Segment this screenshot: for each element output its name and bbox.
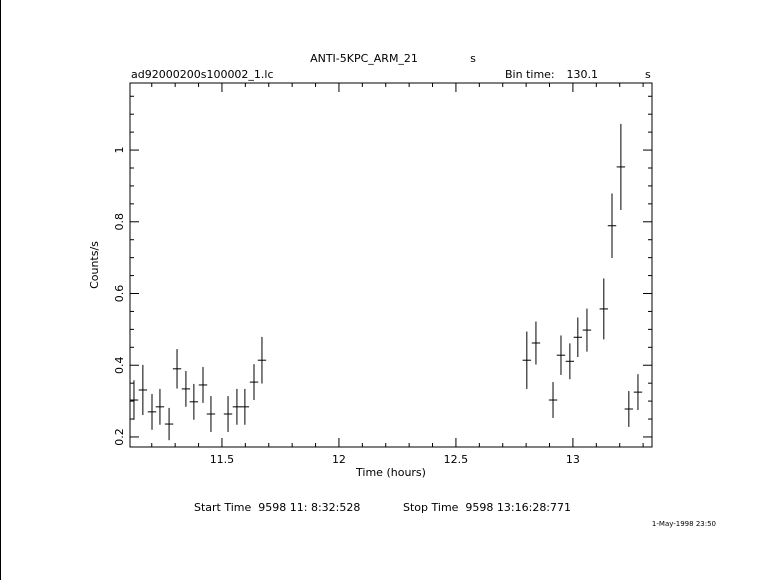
x-axis-label: Time (hours) <box>355 466 426 479</box>
y-tick-label: 0.4 <box>113 356 126 374</box>
start-time: Start Time 9598 11: 8:32:528 <box>194 501 360 514</box>
x-tick-label: 11.5 <box>210 453 235 466</box>
x-tick-label: 12.5 <box>444 453 469 466</box>
bin-time: 130.1 <box>567 68 599 81</box>
y-tick-label: 1 <box>113 147 126 154</box>
y-tick-label: 0.6 <box>113 285 126 303</box>
x-tick-label: 12 <box>332 453 346 466</box>
stop-time: Stop Time 9598 13:16:28:771 <box>403 501 571 514</box>
plot-frame <box>129 82 653 448</box>
bin-time-label: Bin time: <box>505 68 555 81</box>
date-stamp: 1-May-1998 23:50 <box>652 520 716 528</box>
title-unit: s <box>470 52 476 65</box>
y-axis-label: Counts/s <box>88 241 101 289</box>
y-tick-label: 0.2 <box>113 428 126 446</box>
y-tick-label: 0.8 <box>113 213 126 231</box>
x-tick-label: 13 <box>566 453 580 466</box>
file-name: ad92000200s100002_1.lc <box>131 68 274 81</box>
chart-title: ANTI-5KPC_ARM_21 <box>310 52 418 65</box>
bin-time-unit: s <box>645 68 651 81</box>
